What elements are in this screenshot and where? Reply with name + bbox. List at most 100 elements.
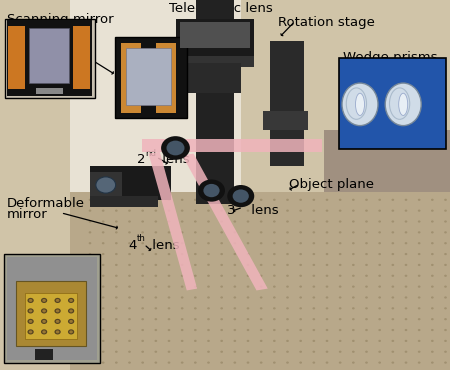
Circle shape <box>365 318 368 320</box>
Circle shape <box>392 209 394 212</box>
Circle shape <box>29 299 32 302</box>
Circle shape <box>207 318 210 320</box>
Circle shape <box>418 221 420 223</box>
Circle shape <box>286 318 289 320</box>
Circle shape <box>273 307 276 309</box>
FancyBboxPatch shape <box>156 43 176 113</box>
Circle shape <box>141 221 144 223</box>
Circle shape <box>181 296 184 299</box>
Circle shape <box>392 221 394 223</box>
Circle shape <box>405 275 407 277</box>
Circle shape <box>392 318 394 320</box>
Circle shape <box>339 199 342 201</box>
Circle shape <box>141 209 144 212</box>
Circle shape <box>89 221 91 223</box>
Circle shape <box>247 296 249 299</box>
Circle shape <box>168 275 171 277</box>
Circle shape <box>312 242 315 244</box>
Circle shape <box>89 329 91 331</box>
Circle shape <box>102 221 104 223</box>
Circle shape <box>286 253 289 255</box>
Circle shape <box>365 275 368 277</box>
Circle shape <box>227 185 254 207</box>
Circle shape <box>207 307 210 309</box>
Circle shape <box>181 221 184 223</box>
Circle shape <box>378 275 381 277</box>
Circle shape <box>115 340 118 342</box>
Circle shape <box>299 231 302 233</box>
Circle shape <box>286 199 289 201</box>
Circle shape <box>392 286 394 288</box>
Circle shape <box>378 199 381 201</box>
Circle shape <box>181 286 184 288</box>
Circle shape <box>56 330 59 333</box>
Circle shape <box>128 242 131 244</box>
Circle shape <box>299 221 302 223</box>
Circle shape <box>247 340 249 342</box>
Circle shape <box>273 296 276 299</box>
Circle shape <box>299 275 302 277</box>
Circle shape <box>220 361 223 364</box>
Circle shape <box>89 296 91 299</box>
Circle shape <box>431 253 434 255</box>
Circle shape <box>203 184 220 197</box>
Circle shape <box>299 318 302 320</box>
Circle shape <box>405 286 407 288</box>
Circle shape <box>378 253 381 255</box>
Circle shape <box>352 340 355 342</box>
Circle shape <box>194 318 197 320</box>
FancyBboxPatch shape <box>324 130 450 370</box>
Circle shape <box>247 286 249 288</box>
Circle shape <box>89 351 91 353</box>
FancyBboxPatch shape <box>25 293 77 339</box>
FancyBboxPatch shape <box>35 349 53 360</box>
FancyBboxPatch shape <box>176 18 254 56</box>
Circle shape <box>56 320 59 323</box>
Circle shape <box>339 221 342 223</box>
Circle shape <box>365 221 368 223</box>
Circle shape <box>405 242 407 244</box>
Circle shape <box>89 264 91 266</box>
Circle shape <box>102 286 104 288</box>
Circle shape <box>141 329 144 331</box>
Circle shape <box>365 231 368 233</box>
FancyBboxPatch shape <box>196 0 234 204</box>
Circle shape <box>220 351 223 353</box>
Circle shape <box>102 242 104 244</box>
Circle shape <box>418 340 420 342</box>
Circle shape <box>326 318 328 320</box>
Circle shape <box>444 242 447 244</box>
Circle shape <box>365 253 368 255</box>
Circle shape <box>102 329 104 331</box>
Circle shape <box>444 231 447 233</box>
Circle shape <box>247 209 249 212</box>
Circle shape <box>312 318 315 320</box>
Text: Scanning mirror: Scanning mirror <box>7 13 113 26</box>
Circle shape <box>326 264 328 266</box>
Circle shape <box>89 231 91 233</box>
Circle shape <box>431 361 434 364</box>
Circle shape <box>247 242 249 244</box>
Circle shape <box>260 351 262 353</box>
Circle shape <box>89 318 91 320</box>
Text: lens: lens <box>247 204 278 216</box>
Circle shape <box>194 307 197 309</box>
Circle shape <box>326 209 328 212</box>
Ellipse shape <box>385 83 421 126</box>
Circle shape <box>141 253 144 255</box>
Circle shape <box>405 361 407 364</box>
Polygon shape <box>148 152 197 290</box>
Circle shape <box>352 286 355 288</box>
Circle shape <box>418 231 420 233</box>
Circle shape <box>154 340 157 342</box>
Circle shape <box>339 296 342 299</box>
Circle shape <box>198 179 225 202</box>
Circle shape <box>102 296 104 299</box>
Circle shape <box>168 351 171 353</box>
FancyBboxPatch shape <box>8 26 25 89</box>
Circle shape <box>326 286 328 288</box>
Circle shape <box>286 221 289 223</box>
Circle shape <box>392 231 394 233</box>
Circle shape <box>326 296 328 299</box>
Circle shape <box>181 275 184 277</box>
